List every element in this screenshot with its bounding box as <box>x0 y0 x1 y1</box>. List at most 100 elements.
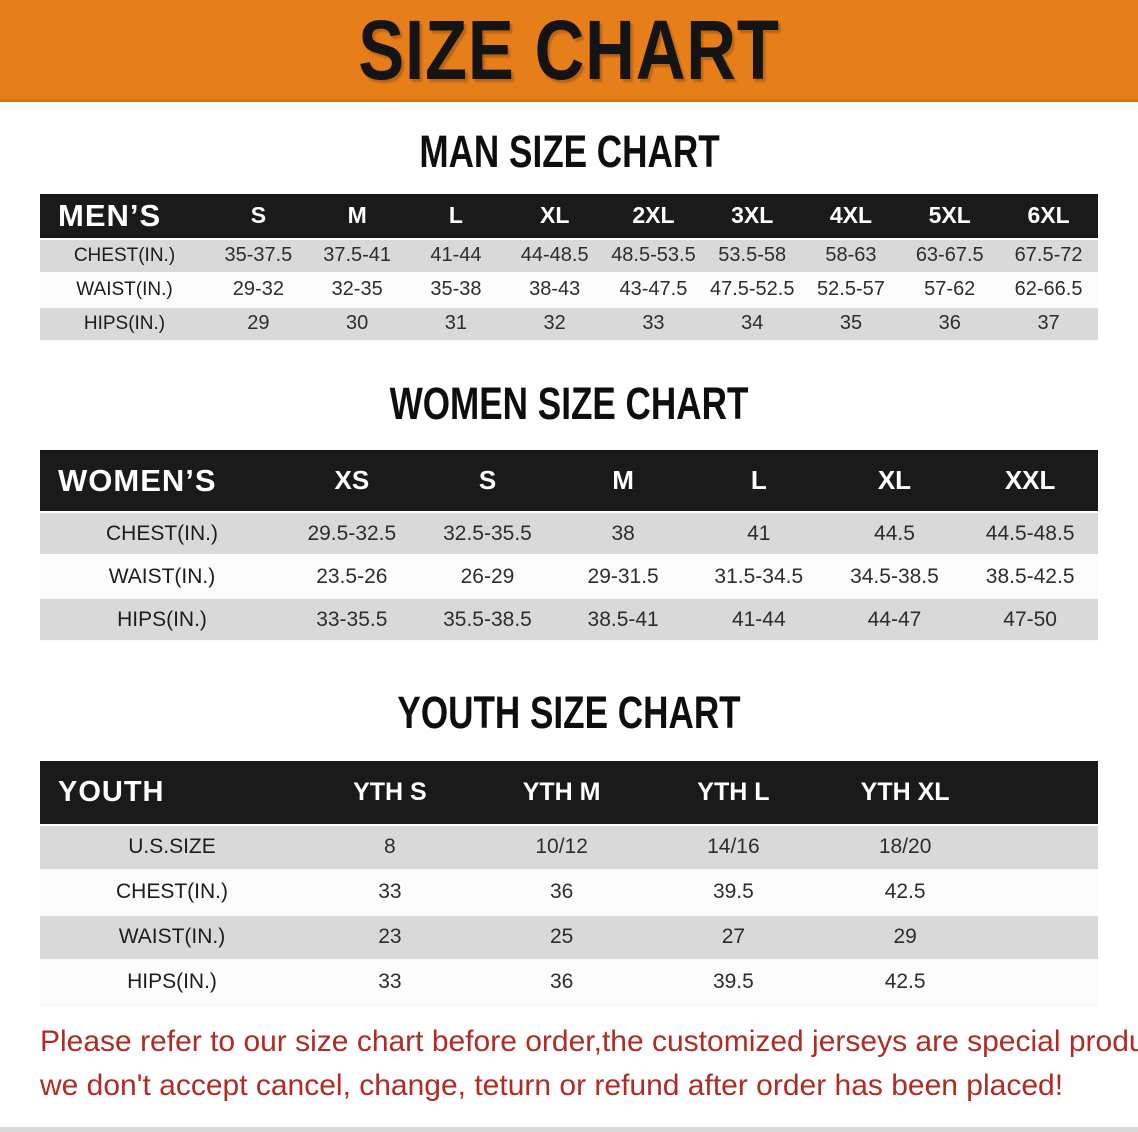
womens-row-waist-in: WAIST(IN.) 23.5-26 26-29 29-31.5 31.5-34.5 34… <box>40 555 1098 598</box>
womens-cell-hips-in-xs: 33-35.5 <box>316 607 388 631</box>
youth-cell-u-s-size-yth-l: 14/16 <box>707 835 760 858</box>
womens-col-xl: XL <box>877 465 912 495</box>
mens-row-label-hips-in: HIPS(IN.) <box>83 312 166 334</box>
womens-col-s: S <box>478 465 497 495</box>
youth-cell-waist-in-yth-xl: 29 <box>893 925 917 948</box>
youth-header-row: YOUTH YTH S YTH M YTH L YTH XL <box>40 760 1098 825</box>
youth-cell-hips-in-yth-l: 39.5 <box>712 970 754 993</box>
mens-cell-waist-in-l: 35-38 <box>430 278 482 300</box>
mens-size-table: MEN’S S M L XL 2XL 3XL 4XL 5XL 6XL CHEST(IN.) 35-37… <box>40 193 1098 342</box>
womens-cell-chest-in-xl: 44.5 <box>874 521 915 545</box>
women-size-section: WOMEN SIZE CHART WOMEN’S XS S M L XL XXL CHEST(… <box>0 378 1138 643</box>
youth-row-u-s-size: U.S.SIZE 8 10/12 14/16 18/20 <box>40 824 1098 870</box>
youth-size-section: YOUTH SIZE CHART YOUTH YTH S YTH M YTH L YTH… <box>0 688 1138 1006</box>
mens-cell-waist-in-2xl: 43-47.5 <box>619 278 688 300</box>
youth-cell-waist-in-yth-l: 27 <box>721 925 746 948</box>
mens-col-xl: XL <box>539 202 570 228</box>
mens-cell-hips-in-3xl: 34 <box>741 312 764 334</box>
youth-row-chest-in: CHEST(IN.) 33 36 39.5 42.5 <box>40 869 1098 915</box>
youth-cell-u-s-size-yth-s: 8 <box>384 835 396 858</box>
men-section-heading-wrap: MAN SIZE CHART <box>0 127 1138 177</box>
youth-row-filler <box>991 960 1098 1005</box>
youth-row-label-chest-in: CHEST(IN.) <box>116 880 228 903</box>
mens-col-s: S <box>250 202 267 228</box>
youth-row-hips-in: HIPS(IN.) 33 36 39.5 42.5 <box>40 959 1098 1005</box>
mens-cell-chest-in-2xl: 48.5-53.5 <box>611 244 696 266</box>
womens-col-m: M <box>612 465 634 495</box>
youth-cell-chest-in-yth-m: 36 <box>549 880 574 903</box>
womens-cell-hips-in-m: 38.5-41 <box>587 607 659 631</box>
mens-cell-hips-in-5xl: 36 <box>938 312 961 334</box>
youth-cell-u-s-size-yth-xl: 18/20 <box>878 835 932 858</box>
youth-header-filler <box>991 761 1098 825</box>
youth-row-waist-in: WAIST(IN.) 23 25 27 29 <box>40 914 1098 960</box>
mens-cell-chest-in-6xl: 67.5-72 <box>1014 244 1083 266</box>
bottom-edge-strip <box>0 1127 1138 1132</box>
youth-row-filler <box>991 825 1098 870</box>
youth-col-yth-m: YTH M <box>522 777 601 806</box>
mens-cell-waist-in-4xl: 52.5-57 <box>817 278 885 300</box>
youth-cell-chest-in-yth-s: 33 <box>378 880 402 903</box>
mens-col-4xl: 4XL <box>829 202 873 228</box>
mens-col-2xl: 2XL <box>632 202 675 228</box>
mens-cell-chest-in-5xl: 63-67.5 <box>915 244 984 266</box>
youth-cell-chest-in-yth-l: 39.5 <box>712 880 754 903</box>
mens-cell-hips-in-s: 29 <box>247 312 270 334</box>
womens-cell-hips-in-xl: 44-47 <box>867 607 922 631</box>
womens-row-label-chest-in: CHEST(IN.) <box>106 521 218 545</box>
mens-cell-chest-in-4xl: 58-63 <box>825 244 877 266</box>
disclaimer-line-2: we don't accept cancel, change, teturn o… <box>40 1068 1064 1102</box>
size-chart-banner: SIZE CHART <box>0 0 1138 102</box>
womens-cell-chest-in-xxl: 44.5-48.5 <box>985 521 1075 545</box>
womens-cell-waist-in-s: 26-29 <box>460 564 515 588</box>
youth-cell-hips-in-yth-xl: 42.5 <box>884 970 926 993</box>
mens-cell-hips-in-xl: 32 <box>543 312 566 334</box>
mens-cell-hips-in-l: 31 <box>444 312 468 334</box>
youth-cell-chest-in-yth-xl: 42.5 <box>884 880 926 903</box>
mens-cell-hips-in-m: 30 <box>346 312 369 334</box>
men-section-heading: MAN SIZE CHART <box>418 126 720 177</box>
youth-col-yth-xl: YTH XL <box>860 777 950 806</box>
mens-col-5xl: 5XL <box>928 202 971 228</box>
youth-size-table: YOUTH YTH S YTH M YTH L YTH XL U.S.SIZE 8 10/12… <box>40 760 1098 1006</box>
womens-row-hips-in: HIPS(IN.) 33-35.5 35.5-38.5 38.5-41 41-44 44-… <box>40 598 1098 641</box>
men-size-section: MAN SIZE CHART MEN’S S M L XL 2XL 3XL 4XL 5XL 6XL… <box>0 127 1138 342</box>
mens-row-label-waist-in: WAIST(IN.) <box>76 278 173 300</box>
womens-cell-waist-in-xs: 23.5-26 <box>316 564 388 588</box>
youth-row-label-waist-in: WAIST(IN.) <box>118 925 226 948</box>
womens-row-chest-in: CHEST(IN.) 29.5-32.5 32.5-35.5 38 41 44.5 44.5… <box>40 512 1098 555</box>
mens-cell-waist-in-6xl: 62-66.5 <box>1014 278 1083 300</box>
womens-cell-chest-in-m: 38 <box>611 521 635 545</box>
womens-cell-waist-in-xl: 34.5-38.5 <box>850 564 939 588</box>
womens-size-table: WOMEN’S XS S M L XL XXL CHEST(IN.) 29.5-32.5 32.5… <box>40 450 1098 642</box>
mens-cell-chest-in-xl: 44-48.5 <box>520 244 589 266</box>
mens-col-6xl: 6XL <box>1027 202 1070 228</box>
womens-cell-hips-in-l: 41-44 <box>731 607 786 631</box>
mens-row-hips-in: HIPS(IN.) 29 30 31 32 33 34 35 36 37 <box>40 306 1098 341</box>
mens-cell-chest-in-m: 37.5-41 <box>323 244 392 266</box>
womens-cell-waist-in-l: 31.5-34.5 <box>714 564 804 588</box>
mens-cell-waist-in-5xl: 57-62 <box>924 278 976 300</box>
womens-cell-hips-in-xxl: 47-50 <box>1003 607 1057 631</box>
womens-col-xxl: XXL <box>1004 465 1056 495</box>
womens-col-l: L <box>750 465 767 495</box>
mens-cell-waist-in-3xl: 47.5-52.5 <box>709 278 795 300</box>
mens-header-label: MEN’S <box>58 197 162 233</box>
youth-col-yth-l: YTH L <box>697 777 770 806</box>
womens-cell-waist-in-xxl: 38.5-42.5 <box>985 564 1075 588</box>
youth-section-heading-wrap: YOUTH SIZE CHART <box>0 688 1138 738</box>
disclaimer-text: Please refer to our size chart before or… <box>0 1020 1138 1108</box>
mens-cell-waist-in-xl: 38-43 <box>529 278 581 300</box>
womens-row-label-hips-in: HIPS(IN.) <box>117 607 207 631</box>
youth-cell-hips-in-yth-s: 33 <box>378 970 402 993</box>
womens-row-label-waist-in: WAIST(IN.) <box>108 564 216 588</box>
womens-header-label: WOMEN’S <box>58 462 217 498</box>
womens-cell-chest-in-s: 32.5-35.5 <box>443 521 532 545</box>
youth-section-heading: YOUTH SIZE CHART <box>397 687 741 738</box>
youth-row-filler <box>991 915 1098 960</box>
youth-cell-waist-in-yth-m: 25 <box>549 925 574 948</box>
mens-row-chest-in: CHEST(IN.) 35-37.5 37.5-41 41-44 44-48.5 48.5… <box>40 238 1098 273</box>
womens-cell-chest-in-xs: 29.5-32.5 <box>307 521 397 545</box>
mens-cell-waist-in-s: 29-32 <box>232 278 284 300</box>
womens-header-row: WOMEN’S XS S M L XL XXL <box>40 450 1098 512</box>
